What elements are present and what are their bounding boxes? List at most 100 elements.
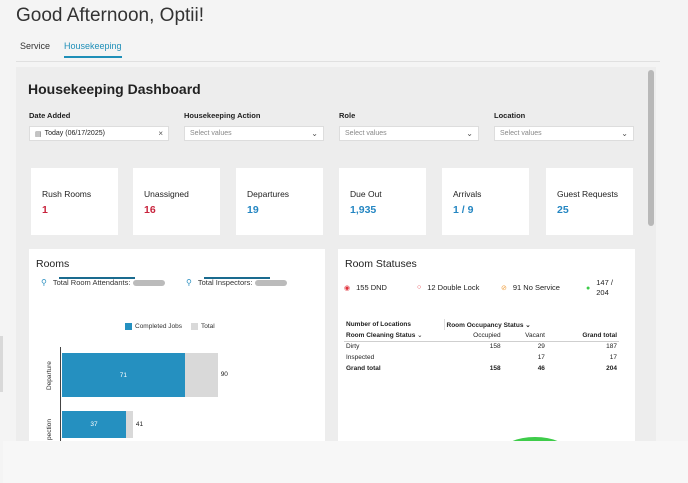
housekeeping-action-select[interactable]: Select values ⌄: [184, 126, 324, 141]
row-occupied: 158: [489, 365, 501, 372]
date-added-select[interactable]: ▤ Today (06/17/2025) ×: [29, 126, 169, 141]
stat-label: Due Out: [350, 189, 382, 199]
legend-total: Total: [200, 323, 215, 330]
bar-completed: 71: [62, 353, 185, 397]
stat-card-unassigned[interactable]: Unassigned 16: [133, 168, 220, 235]
legend-swatch-completed: [125, 323, 132, 330]
row-total: 187: [606, 343, 617, 351]
no-service-icon: ⊘: [501, 284, 507, 292]
chart-legend: Completed Jobs Total: [125, 323, 215, 330]
stat-value: 1,935: [350, 204, 377, 216]
status-label: 155 DND: [356, 283, 387, 292]
status-completed[interactable]: ● 147 / 204: [586, 278, 626, 298]
filter-label: Role: [339, 111, 356, 120]
status-label: 147 / 204: [596, 278, 613, 297]
row-vacant: 17: [537, 354, 545, 361]
status-double-lock[interactable]: ○ 12 Double Lock: [417, 283, 479, 292]
stat-card-rush-rooms[interactable]: Rush Rooms 1: [31, 168, 118, 235]
tab-housekeeping[interactable]: Housekeeping: [64, 41, 122, 58]
category-label: pection: [46, 418, 53, 440]
stat-card-arrivals[interactable]: Arrivals 1 / 9: [442, 168, 529, 235]
redacted-value: [133, 279, 166, 286]
category-label: Departure: [46, 361, 53, 390]
attendants-underline: [59, 277, 135, 279]
stat-value: 25: [557, 204, 569, 216]
room-cleaning-status-header[interactable]: Room Cleaning Status ⌄: [344, 330, 444, 342]
room-cleaning-status-label: Room Cleaning Status: [346, 332, 416, 340]
row-total: 17: [609, 354, 617, 361]
stat-value: 19: [247, 204, 259, 216]
completion-gauge: [502, 437, 568, 441]
room-statuses-title: Room Statuses: [345, 258, 417, 270]
table-row: Inspected 17 17: [344, 352, 619, 363]
dashboard-panel: Housekeeping Dashboard Date Added ▤ Toda…: [16, 67, 656, 441]
filter-label: Housekeeping Action: [184, 111, 261, 120]
status-dnd[interactable]: ◉ 155 DND: [344, 283, 387, 292]
stat-label: Departures: [247, 189, 290, 199]
row-vacant: 29: [537, 343, 545, 351]
table-row: Dirty 158 29 187: [344, 341, 619, 352]
chevron-down-icon: ⌄: [311, 129, 318, 138]
tab-service[interactable]: Service: [20, 41, 51, 51]
select-placeholder: Select values: [500, 130, 542, 137]
inspectors-underline: [204, 277, 270, 279]
page-bottom-area: [3, 441, 688, 483]
date-added-value: Today (06/17/2025): [44, 130, 105, 137]
left-edge-rail: [0, 336, 3, 392]
chevron-down-icon: ⌄: [621, 129, 628, 138]
total-room-attendants-label: Total Room Attendants:: [52, 278, 131, 287]
rooms-card: Rooms ⚲ Total Room Attendants: ⚲ Total I…: [29, 249, 325, 441]
stat-label: Rush Rooms: [42, 189, 92, 199]
tab-divider: [16, 61, 660, 62]
total-inspectors: ⚲ Total Inspectors:: [186, 278, 288, 287]
inspector-icon: ⚲: [186, 278, 192, 287]
room-attendant-icon: ⚲: [41, 278, 47, 287]
stat-label: Guest Requests: [557, 189, 618, 199]
filter-role: Role Select values ⌄: [339, 111, 479, 141]
clear-icon[interactable]: ×: [158, 129, 163, 138]
number-of-locations-header: Number of Locations: [346, 321, 412, 328]
chevron-down-icon: ⌄: [525, 321, 531, 329]
select-placeholder: Select values: [345, 130, 387, 137]
room-occupancy-status-label: Room Occupancy Status: [446, 321, 524, 329]
stat-value: 16: [144, 204, 156, 216]
rooms-title: Rooms: [36, 258, 70, 270]
dashboard-title: Housekeeping Dashboard: [28, 81, 201, 97]
total-room-attendants: ⚲ Total Room Attendants:: [41, 278, 166, 287]
filter-date-added: Date Added ▤ Today (06/17/2025) ×: [29, 111, 169, 141]
filter-label: Date Added: [29, 111, 71, 120]
stat-card-due-out[interactable]: Due Out 1,935: [339, 168, 426, 235]
bar-total-label: 90: [220, 371, 228, 378]
filter-housekeeping-action: Housekeeping Action Select values ⌄: [184, 111, 324, 141]
location-select[interactable]: Select values ⌄: [494, 126, 634, 141]
chevron-down-icon: ⌄: [417, 332, 423, 340]
room-statuses-card: Room Statuses ◉ 155 DND ○ 12 Double Lock…: [338, 249, 635, 441]
row-total: 204: [606, 365, 617, 372]
bar-total-label: 41: [135, 420, 144, 428]
tab-bar: Service Housekeeping: [20, 41, 122, 58]
total-inspectors-label: Total Inspectors:: [197, 278, 253, 287]
table-row: Grand total 158 46 204: [344, 363, 619, 374]
row-occupied: 158: [489, 343, 501, 351]
dnd-icon: ◉: [344, 284, 351, 292]
row-status: Inspected: [346, 354, 375, 361]
status-label: 91 No Service: [512, 283, 560, 292]
calendar-icon: ▤: [35, 130, 42, 138]
status-no-service[interactable]: ⊘ 91 No Service: [501, 283, 560, 292]
role-select[interactable]: Select values ⌄: [339, 126, 479, 141]
stat-card-departures[interactable]: Departures 19: [236, 168, 323, 235]
check-circle-icon: ●: [586, 284, 591, 292]
occupied-header: Occupied: [444, 330, 503, 342]
stat-label: Arrivals: [453, 189, 482, 199]
stat-value: 1 / 9: [453, 204, 474, 216]
stat-card-guest-requests[interactable]: Guest Requests 25: [546, 168, 633, 235]
room-status-table: Number of Locations Room Occupancy Statu…: [344, 319, 619, 374]
stat-label: Unassigned: [144, 189, 189, 199]
chevron-down-icon: ⌄: [466, 129, 473, 138]
filter-label: Location: [494, 111, 526, 120]
vacant-header: Vacant: [502, 330, 547, 342]
room-occupancy-status-header[interactable]: Room Occupancy Status ⌄: [443, 319, 619, 330]
scrollbar-thumb[interactable]: [648, 70, 654, 226]
row-status: Dirty: [346, 343, 360, 351]
bar-completed: 37: [62, 411, 126, 438]
